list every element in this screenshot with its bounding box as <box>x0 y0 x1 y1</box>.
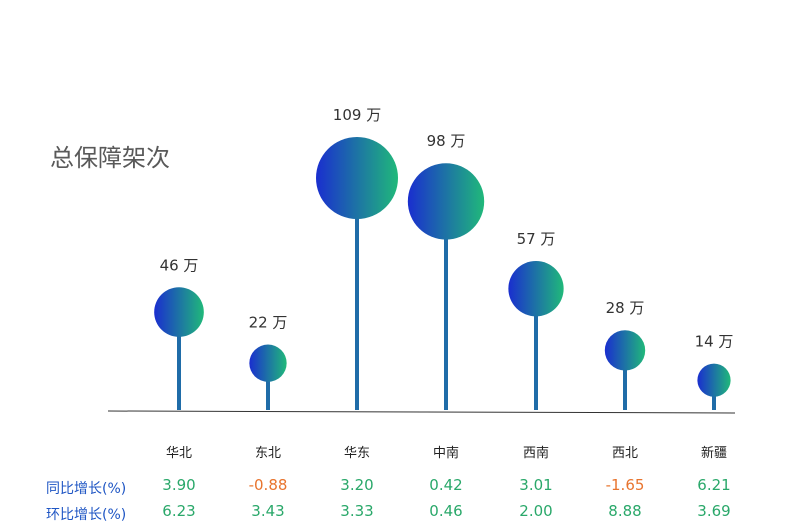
bubble-6 <box>697 363 731 397</box>
bubble-1 <box>249 344 287 382</box>
table-cell-1-3: 0.46 <box>429 502 463 520</box>
value-label-1: 22 万 <box>249 314 288 332</box>
chart-title: 总保障架次 <box>50 144 170 172</box>
category-label-2: 华东 <box>343 446 370 461</box>
table-cell-1-0: 6.23 <box>162 502 196 520</box>
value-label-0: 46 万 <box>160 256 199 274</box>
table-cell-0-0: 3.90 <box>162 476 196 494</box>
bubble-4 <box>508 261 564 317</box>
value-label-3: 98 万 <box>427 132 466 150</box>
value-label-6: 14 万 <box>695 333 734 351</box>
row-label-0: 同比增长(%) <box>46 481 127 497</box>
x-axis-line <box>107 410 736 414</box>
table-cell-1-6: 3.69 <box>697 502 731 520</box>
category-label-0: 华北 <box>165 446 192 461</box>
row-label-1: 环比增长(%) <box>46 507 127 523</box>
bubble-3 <box>407 163 485 240</box>
table-cell-0-3: 0.42 <box>429 476 463 494</box>
category-label-4: 西南 <box>522 446 549 461</box>
table-cell-1-1: 3.43 <box>251 502 285 520</box>
category-label-1: 东北 <box>254 446 281 461</box>
bubble-5 <box>604 330 646 371</box>
table-cell-1-5: 8.88 <box>608 502 642 520</box>
table-cell-0-5: -1.65 <box>605 476 645 494</box>
category-label-3: 中南 <box>432 446 459 461</box>
table-cell-1-2: 3.33 <box>340 502 374 520</box>
table-cell-0-6: 6.21 <box>697 476 731 494</box>
value-label-2: 109 万 <box>333 106 381 124</box>
table-cell-1-4: 2.00 <box>519 502 553 520</box>
value-label-5: 28 万 <box>606 299 645 317</box>
category-label-6: 新疆 <box>700 446 727 461</box>
category-label-5: 西北 <box>611 446 638 461</box>
bubble-2 <box>316 137 398 219</box>
table-cell-0-4: 3.01 <box>519 476 553 494</box>
table-cell-0-1: -0.88 <box>248 476 288 494</box>
value-label-4: 57 万 <box>517 230 556 248</box>
bubble-0 <box>154 287 204 337</box>
table-cell-0-2: 3.20 <box>340 476 374 494</box>
